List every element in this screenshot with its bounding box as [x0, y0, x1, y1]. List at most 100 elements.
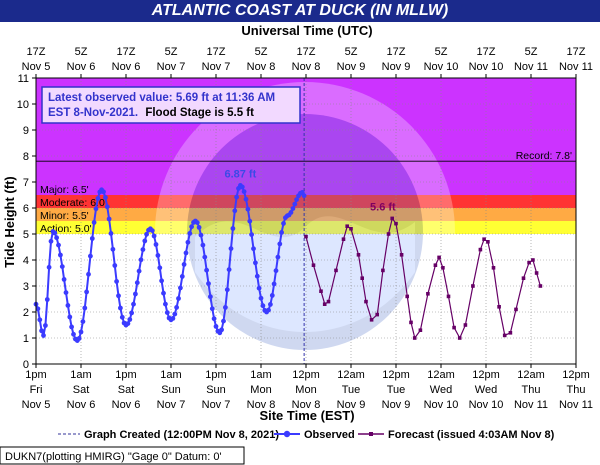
bottom-tick-date: Nov 11: [559, 399, 593, 411]
observed-point: [71, 331, 76, 337]
forecast-point: [482, 237, 486, 241]
observed-point: [275, 254, 281, 260]
top-tick-date: Nov 9: [382, 61, 411, 73]
observed-point: [61, 277, 67, 282]
forecast-point: [527, 260, 531, 265]
forecast-point: [418, 328, 423, 332]
legend-created-label: Graph Created (12:00PM Nov 8, 2021): [84, 429, 279, 441]
observed-point: [258, 295, 264, 301]
observed-point: [112, 263, 118, 268]
y-tick-label: 0: [23, 359, 29, 371]
observed-point: [294, 197, 299, 203]
observed-point: [52, 230, 58, 236]
observed-point: [281, 221, 286, 226]
bottom-tick-time: 1pm: [205, 369, 226, 381]
bottom-tick-day: Sun: [161, 384, 181, 396]
latest-value-box: Latest observed value: 5.69 ft at 11:36 …: [41, 86, 301, 124]
observed-point: [44, 297, 50, 302]
top-tick-date: Nov 8: [247, 61, 276, 73]
bottom-tick-time: 12pm: [562, 369, 590, 381]
bottom-tick-time: 1am: [250, 369, 271, 381]
top-tick-time: 5Z: [525, 46, 538, 58]
moderate-label: Moderate: 6.0': [40, 197, 107, 209]
observed-point: [48, 238, 54, 244]
y-tick-label: 5: [23, 229, 29, 241]
watermark-ring: [155, 82, 455, 382]
observed-point: [37, 317, 43, 323]
observed-point: [290, 206, 296, 212]
chart-title: ATLANTIC COAST AT DUCK (IN MLLW): [0, 0, 600, 22]
observed-point: [114, 279, 119, 284]
observed-point: [292, 201, 298, 207]
top-tick-time: 17Z: [387, 46, 406, 58]
observed-point: [149, 228, 155, 234]
bottom-tick-date: Nov 7: [202, 399, 231, 411]
observed-point: [142, 238, 148, 244]
top-tick-date: Nov 8: [292, 61, 321, 73]
observed-point: [301, 193, 307, 199]
bottom-axis-ticks: 1pm Fri Nov 5 1am Sat Nov 6 1pm Sat Nov 6 1am Sun N…: [22, 364, 593, 411]
bottom-tick-date: Nov 8: [247, 399, 276, 411]
bottom-tick-day: Fri: [30, 384, 43, 396]
bottom-tick-day: Tue: [342, 384, 361, 396]
forecast-point: [394, 221, 398, 226]
observed-point: [136, 268, 142, 274]
observed-point: [161, 290, 166, 296]
observed-point: [249, 232, 255, 238]
observed-point: [223, 305, 228, 310]
forecast-point: [437, 255, 441, 260]
forecast-point: [326, 299, 331, 304]
top-tick-date: Nov 10: [469, 61, 504, 73]
observed-point: [110, 246, 116, 252]
bottom-tick-date: Nov 6: [112, 399, 141, 411]
observed-point: [183, 250, 189, 256]
forecast-point: [399, 253, 404, 257]
observed-point: [144, 231, 150, 237]
observed-point: [247, 218, 253, 224]
observed-point: [93, 206, 99, 212]
bottom-tick-time: 12am: [337, 369, 365, 381]
forecast-point: [471, 284, 475, 288]
major-label: Major: 6.5': [40, 184, 89, 196]
observed-point: [254, 273, 260, 279]
minor-label: Minor: 5.5': [40, 210, 89, 222]
top-tick-time: 5Z: [255, 46, 268, 58]
y-tick-label: 7: [23, 177, 29, 189]
band-action: [36, 221, 576, 234]
observed-point: [239, 184, 245, 190]
observed-point: [56, 242, 61, 248]
forecast-point: [381, 268, 385, 273]
observed-point: [211, 316, 217, 322]
forecast-point: [486, 240, 490, 244]
footer-box: [0, 446, 245, 465]
observed-point: [41, 333, 46, 338]
forecast-point: [457, 336, 462, 340]
latest-value-line1: Latest observed value: 5.69 ft at 11:36 …: [48, 92, 275, 104]
top-tick-time: 5Z: [75, 46, 88, 58]
top-tick-date: Nov 5: [22, 61, 51, 73]
observed-point: [200, 242, 206, 248]
bottom-tick-day: Sun: [206, 384, 226, 396]
observed-point: [288, 210, 294, 215]
top-tick-date: Nov 9: [337, 61, 366, 73]
observed-point: [189, 224, 195, 230]
bottom-tick-date: Nov 7: [157, 399, 186, 411]
observed-point: [88, 253, 93, 259]
observed-point: [194, 220, 200, 226]
y-tick-label: 9: [23, 125, 29, 137]
y-tick-label: 8: [23, 151, 29, 163]
observed-point: [138, 257, 144, 263]
forecast-point: [478, 247, 483, 252]
observed-point: [84, 289, 89, 295]
top-tick-date: Nov 6: [112, 61, 141, 73]
forecast-point: [497, 305, 501, 309]
top-tick-date: Nov 7: [202, 61, 231, 73]
legend-forecast-label: Forecast (issued 4:03AM Nov 8): [388, 429, 555, 441]
bottom-tick-time: 12pm: [292, 369, 320, 381]
legend-observed-label: Observed: [304, 429, 355, 441]
y-tick-label: 1: [23, 333, 29, 345]
forecast-point: [441, 266, 445, 270]
forecast-point: [390, 216, 394, 221]
latest-value-date: EST 8-Nov-2021.: [48, 107, 138, 119]
observed-point: [140, 247, 146, 253]
